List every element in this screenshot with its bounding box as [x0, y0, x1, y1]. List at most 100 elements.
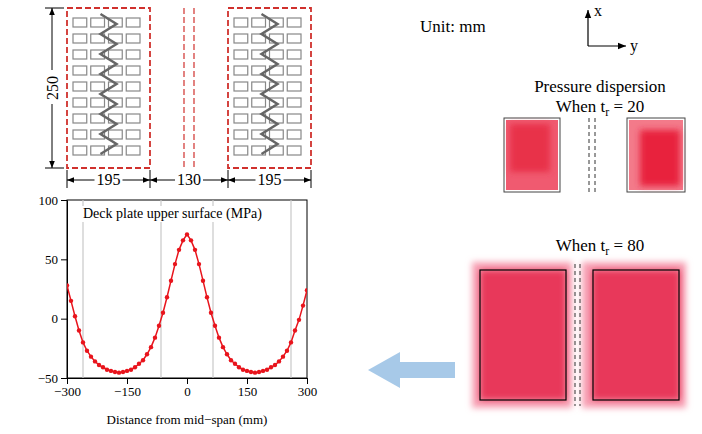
- dimension-label: 250: [44, 76, 61, 100]
- data-point: [293, 328, 297, 332]
- tick: 0: [184, 378, 191, 399]
- data-point: [253, 370, 257, 374]
- tread-block: [234, 66, 248, 75]
- tread-block: [234, 130, 248, 139]
- data-point: [181, 238, 185, 242]
- data-point: [189, 238, 193, 242]
- tick-label: −300: [54, 384, 81, 399]
- data-point: [225, 352, 229, 356]
- dimension-label: 130: [177, 171, 201, 188]
- pressure-image: [510, 124, 550, 172]
- data-point: [149, 345, 153, 349]
- label-patch: [44, 70, 60, 104]
- tread-block: [252, 82, 266, 91]
- pressure-image: [592, 270, 680, 400]
- tread-block: [234, 34, 248, 43]
- tread-block: [252, 98, 266, 107]
- data-point: [85, 349, 89, 353]
- label-patch: [95, 171, 123, 188]
- center-line: [595, 118, 596, 192]
- tread-block: [270, 130, 284, 139]
- data-point: [269, 365, 273, 369]
- case-text: When t: [556, 97, 606, 116]
- tread-block: [91, 82, 105, 91]
- tread-block: [234, 18, 248, 27]
- tread-block: [287, 18, 301, 27]
- data-point: [101, 365, 105, 369]
- tread-block: [126, 34, 140, 43]
- data-point: [117, 370, 121, 374]
- tread-block: [91, 98, 105, 107]
- data-point: [261, 369, 265, 373]
- data-point: [245, 369, 249, 373]
- data-point: [67, 283, 69, 287]
- figure: 250195130195Deck plate upper surface (MP…: [0, 0, 702, 434]
- data-point: [129, 367, 133, 371]
- data-point: [121, 370, 125, 374]
- tread-block: [126, 114, 140, 123]
- reference-lines: [83, 200, 291, 378]
- tire-footprint: [228, 8, 311, 168]
- tread-block: [287, 66, 301, 75]
- data-point: [281, 354, 285, 358]
- data-point: [173, 262, 177, 266]
- tread-groove: [262, 14, 278, 154]
- tread-block: [73, 50, 87, 59]
- data-point: [113, 370, 117, 374]
- tread-block: [126, 66, 140, 75]
- chart-title: Deck plate upper surface (MPa): [83, 206, 262, 222]
- data-point: [209, 311, 213, 315]
- tread-block: [73, 130, 87, 139]
- tread-block: [91, 18, 105, 27]
- data-point: [241, 367, 245, 371]
- data-point: [145, 352, 149, 356]
- tread-block: [234, 98, 248, 107]
- case-text: When t: [556, 236, 606, 255]
- data-point: [221, 345, 225, 349]
- tick: 100: [39, 193, 68, 208]
- pressure-image: [506, 120, 558, 190]
- tick: 150: [238, 378, 258, 399]
- tread-block: [109, 130, 123, 139]
- center-line: [580, 264, 581, 406]
- tick-label: 300: [298, 384, 318, 399]
- data-point: [125, 369, 129, 373]
- tread-block: [73, 66, 87, 75]
- data-point: [165, 295, 169, 299]
- reference-line: [290, 200, 291, 378]
- data-point: [73, 314, 77, 318]
- data-point: [237, 365, 241, 369]
- tick: −50: [38, 371, 67, 386]
- tread-block: [73, 34, 87, 43]
- footprint-diagram: 250195130195: [44, 8, 311, 188]
- data-point: [301, 303, 305, 307]
- tread-block: [73, 18, 87, 27]
- tread-groove: [101, 14, 117, 154]
- pressure-image: [582, 262, 686, 408]
- dimension-label: 195: [258, 171, 282, 188]
- footprint-outline: [593, 270, 679, 400]
- data-point: [229, 358, 233, 362]
- tick: −150: [114, 378, 141, 399]
- x-axis-title: Distance from mid−span (mm): [107, 412, 268, 427]
- data-line: [67, 234, 307, 372]
- data: [67, 232, 307, 375]
- tick-label: 150: [238, 384, 258, 399]
- tick-label: −50: [38, 371, 58, 386]
- data-point: [105, 367, 109, 371]
- axis-name: x: [594, 2, 602, 19]
- center-line: [183, 8, 184, 168]
- data-point: [77, 328, 81, 332]
- tick-mark: [61, 259, 67, 260]
- data-point: [213, 324, 217, 328]
- extension-line: [45, 168, 64, 169]
- axis-arrow: [587, 10, 588, 46]
- data-point: [141, 358, 145, 362]
- extension-line: [228, 170, 229, 188]
- tread-block: [234, 146, 248, 155]
- tick-mark: [307, 378, 308, 384]
- data-point: [193, 248, 197, 252]
- tread-block: [270, 50, 284, 59]
- tick-label: −150: [114, 384, 141, 399]
- tread-block: [126, 98, 140, 107]
